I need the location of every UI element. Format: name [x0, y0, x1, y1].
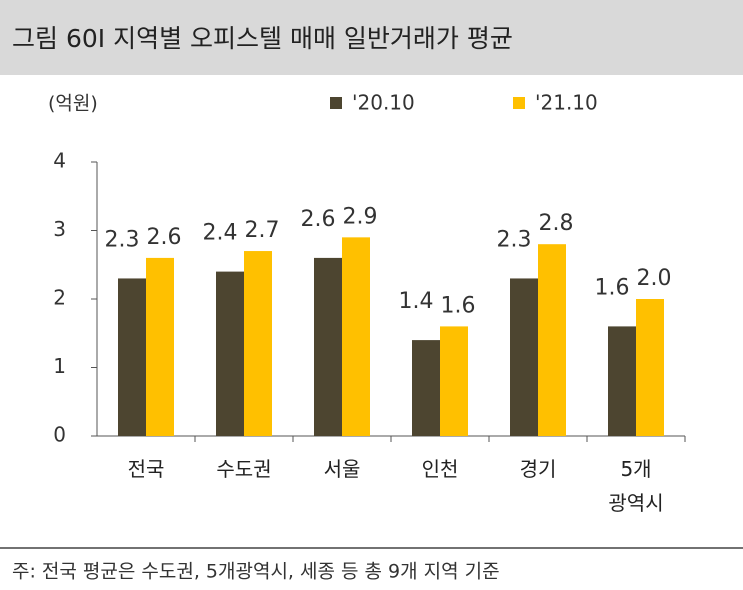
value-label: 1.4 [399, 289, 434, 314]
legend-swatch [330, 97, 342, 109]
value-label: 1.6 [595, 275, 630, 300]
bar [412, 340, 440, 436]
legend-label: '21.10 [535, 91, 598, 115]
value-label: 1.6 [441, 293, 476, 318]
x-tick-label: 서울 [323, 457, 361, 481]
x-tick-label: 수도권 [216, 457, 272, 481]
bar [538, 244, 566, 436]
value-label: 2.4 [203, 221, 238, 246]
bar [146, 257, 174, 436]
bar [118, 278, 146, 436]
value-label: 2.6 [147, 225, 182, 250]
bar [314, 257, 342, 436]
y-tick-label: 4 [53, 149, 66, 173]
y-axis-label: (억원) [48, 93, 98, 115]
value-label: 2.9 [343, 204, 378, 229]
y-tick-label: 0 [53, 423, 66, 447]
value-label: 2.8 [539, 211, 574, 236]
y-tick-label: 3 [53, 217, 66, 241]
value-label: 2.3 [105, 227, 140, 252]
bar [216, 271, 244, 436]
legend-label: '20.10 [352, 91, 415, 115]
x-tick-label: 5개 광역시 [608, 457, 664, 515]
bar [510, 278, 538, 436]
y-tick-label: 1 [53, 354, 66, 378]
title-bar [0, 0, 743, 75]
value-label: 2.7 [245, 218, 280, 243]
note: 주: 전국 평균은 수도권, 5개광역시, 세종 등 총 9개 지역 기준 [12, 561, 500, 583]
chart-title: 그림 60I 지역별 오피스텔 매매 일반거래가 평균 [12, 24, 513, 53]
value-label: 2.0 [637, 266, 672, 291]
x-tick-label: 경기 [519, 457, 557, 481]
y-tick-label: 2 [53, 286, 66, 310]
bar [342, 237, 370, 436]
legend-swatch [513, 97, 525, 109]
value-label: 2.6 [301, 207, 336, 232]
bar [244, 251, 272, 436]
bar [440, 326, 468, 436]
x-tick-label: 전국 [127, 457, 165, 481]
x-tick-label: 인천 [421, 457, 459, 481]
value-label: 2.3 [497, 227, 532, 252]
bar [636, 299, 664, 436]
bar [608, 326, 636, 436]
